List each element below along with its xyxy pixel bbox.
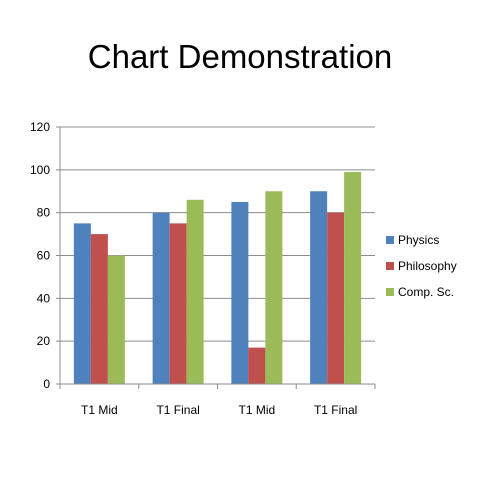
- x-tick-label: T1 Mid: [81, 403, 118, 417]
- bar: [327, 212, 345, 384]
- x-tick-label: T1 Final: [156, 403, 199, 417]
- bar: [169, 223, 187, 384]
- bar: [344, 171, 362, 384]
- bar: [73, 223, 91, 384]
- legend-label: Philosophy: [398, 259, 457, 273]
- y-tick-label: 60: [37, 249, 51, 263]
- y-tick-labels: 0 20 40 60 80 100 120: [30, 120, 50, 391]
- legend: Physics Philosophy Comp. Sc.: [386, 233, 457, 299]
- x-tick-label: T1 Final: [314, 403, 357, 417]
- y-tick-label: 40: [37, 291, 51, 305]
- bar: [152, 212, 170, 384]
- legend-swatch: [386, 262, 394, 270]
- x-tick-labels: T1 Mid T1 Final T1 Mid T1 Final: [81, 403, 357, 417]
- y-tick-label: 120: [30, 120, 50, 134]
- legend-swatch: [386, 236, 394, 244]
- chart-title: Chart Demonstration: [87, 38, 393, 75]
- bar: [186, 199, 204, 384]
- y-tick-label: 20: [37, 334, 51, 348]
- y-tick-label: 100: [30, 163, 50, 177]
- legend-swatch: [386, 288, 394, 296]
- legend-label: Physics: [398, 233, 439, 247]
- y-tick-label: 0: [43, 377, 50, 391]
- y-tick-label: 80: [37, 206, 51, 220]
- bars: [73, 171, 362, 384]
- bar: [90, 234, 108, 384]
- bar: [231, 201, 249, 384]
- bar: [107, 255, 125, 384]
- legend-label: Comp. Sc.: [398, 285, 454, 299]
- axes: [56, 126, 376, 389]
- bar: [248, 347, 266, 384]
- bar: [310, 191, 328, 384]
- bar: [265, 191, 283, 384]
- x-tick-label: T1 Mid: [239, 403, 276, 417]
